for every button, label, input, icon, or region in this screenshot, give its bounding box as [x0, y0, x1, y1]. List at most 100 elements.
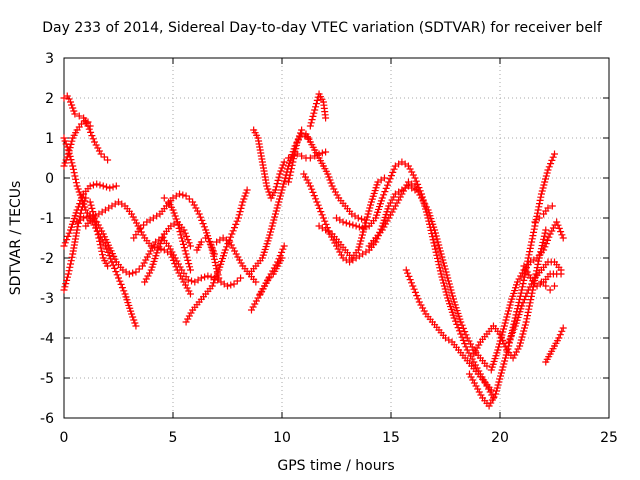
data-point — [528, 238, 536, 246]
data-point — [141, 278, 149, 286]
data-point — [496, 375, 504, 383]
data-point — [526, 244, 534, 252]
data-point — [441, 265, 449, 273]
x-axis-label: GPS time / hours — [277, 458, 394, 474]
data-point — [103, 183, 111, 191]
data-point — [555, 334, 563, 342]
data-point — [487, 386, 495, 394]
data-point — [523, 268, 531, 276]
data-point — [558, 327, 566, 335]
data-point — [337, 251, 345, 259]
data-point — [277, 189, 285, 197]
data-point — [331, 239, 339, 247]
data-point — [231, 247, 239, 255]
data-point — [436, 267, 444, 275]
data-point — [78, 193, 86, 201]
data-point — [265, 234, 273, 242]
y-tick-label: -6 — [40, 411, 54, 427]
data-point — [271, 210, 279, 218]
data-point — [98, 227, 106, 235]
data-point — [358, 234, 366, 242]
data-point — [221, 246, 229, 254]
data-point — [492, 387, 500, 395]
data-point — [103, 245, 111, 253]
data-point — [89, 208, 97, 216]
data-point — [380, 191, 388, 199]
data-point — [247, 306, 255, 314]
data-point — [86, 182, 94, 190]
data-point — [333, 242, 340, 250]
data-point — [465, 370, 473, 378]
data-point — [519, 299, 527, 307]
data-point — [68, 253, 76, 261]
data-point — [501, 343, 509, 351]
data-point — [314, 201, 322, 209]
data-point — [309, 112, 317, 120]
data-point — [557, 228, 565, 236]
data-point — [472, 382, 480, 390]
data-point — [352, 222, 360, 230]
data-point — [177, 231, 185, 239]
data-point — [115, 274, 122, 282]
data-point — [408, 168, 416, 176]
data-point — [75, 112, 83, 120]
data-point — [503, 313, 511, 321]
data-point — [542, 172, 550, 180]
chart-title: Day 233 of 2014, Sidereal Day-to-day VTE… — [42, 20, 603, 36]
data-point — [243, 186, 251, 194]
data-point — [513, 278, 521, 286]
data-point — [280, 158, 288, 166]
data-point — [132, 322, 140, 330]
data-point — [497, 369, 505, 377]
data-point — [487, 399, 495, 407]
data-point — [430, 239, 438, 247]
data-point — [421, 200, 429, 208]
data-point — [548, 202, 556, 210]
data-point — [319, 214, 327, 222]
data-point — [412, 177, 420, 185]
data-point — [364, 210, 372, 218]
data-point — [389, 168, 397, 176]
data-point — [548, 156, 556, 164]
data-point — [442, 268, 450, 276]
x-tick-label: 20 — [491, 430, 509, 446]
data-point — [501, 357, 509, 365]
data-point — [496, 337, 504, 345]
data-point — [529, 232, 537, 240]
data-point — [463, 346, 471, 354]
data-point — [143, 253, 151, 261]
data-point — [542, 240, 550, 248]
data-series — [465, 150, 558, 410]
data-point — [131, 216, 139, 224]
data-point — [522, 265, 530, 273]
data-point — [306, 182, 314, 190]
data-point — [178, 234, 186, 242]
data-point — [546, 230, 554, 238]
data-point — [86, 198, 94, 206]
data-point — [116, 277, 124, 285]
data-point — [135, 265, 143, 273]
data-point — [271, 213, 279, 221]
data-point — [449, 295, 457, 303]
data-point — [402, 266, 410, 274]
data-point — [312, 195, 320, 203]
data-point — [414, 188, 422, 196]
data-point — [502, 316, 510, 324]
data-point — [224, 282, 231, 290]
data-point — [435, 241, 443, 249]
data-point — [65, 95, 73, 103]
data-point — [252, 278, 260, 286]
data-point — [84, 118, 92, 126]
data-point — [306, 154, 314, 162]
data-point — [173, 218, 181, 226]
data-point — [528, 235, 536, 243]
data-point — [475, 388, 483, 396]
data-point — [291, 148, 299, 156]
data-point — [533, 264, 541, 272]
data-point — [473, 344, 481, 352]
data-point — [208, 282, 216, 290]
data-point — [516, 342, 524, 350]
y-tick-label: -2 — [40, 251, 54, 267]
data-point — [405, 272, 413, 280]
data-point — [538, 187, 546, 195]
